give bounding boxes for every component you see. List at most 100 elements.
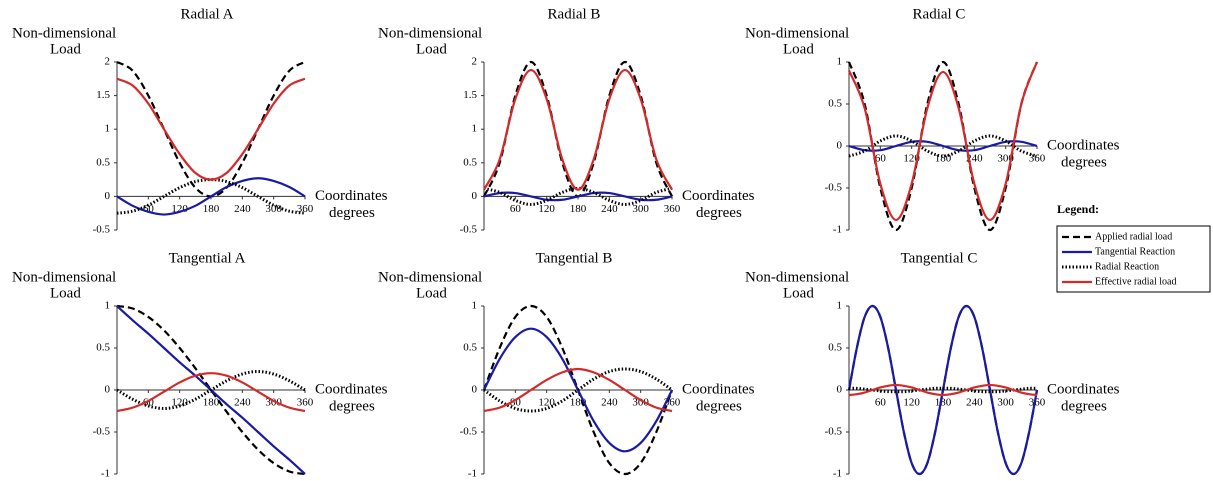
x-tick-label: 60 bbox=[875, 153, 887, 165]
y-tick-label: 1 bbox=[105, 300, 111, 312]
x-tick-label: 60 bbox=[143, 203, 155, 215]
y-axis-label: Non-dimensional bbox=[378, 269, 482, 285]
chart-title: Tangential C bbox=[901, 250, 978, 266]
x-tick-label: 360 bbox=[1029, 397, 1046, 409]
y-axis-label: Non-dimensional bbox=[745, 25, 849, 41]
x-tick-label: 240 bbox=[966, 397, 983, 409]
y-tick-label: 0.5 bbox=[463, 342, 477, 354]
y-tick-label: 1.5 bbox=[463, 89, 477, 101]
y-tick-label: -1 bbox=[833, 224, 842, 236]
legend-label: Tangential Reaction bbox=[1095, 246, 1175, 257]
x-axis-label: degrees bbox=[1061, 398, 1107, 414]
y-tick-label: 1 bbox=[472, 123, 478, 135]
y-tick-label: -0.5 bbox=[93, 426, 111, 438]
x-tick-label: 180 bbox=[570, 203, 587, 215]
x-tick-label: 360 bbox=[297, 203, 314, 215]
chart-title: Radial B bbox=[548, 6, 601, 22]
x-tick-label: 240 bbox=[234, 397, 251, 409]
series-line bbox=[483, 327, 673, 453]
y-axis-label: Non-dimensional bbox=[378, 25, 482, 41]
x-tick-label: 180 bbox=[935, 397, 952, 409]
y-tick-label: 1 bbox=[105, 123, 111, 135]
x-tick-label: 80 bbox=[510, 397, 522, 409]
y-tick-label: 2 bbox=[472, 56, 478, 68]
x-axis-label: Coordinates bbox=[682, 188, 755, 204]
y-axis-label: Load bbox=[783, 41, 814, 57]
y-tick-label: 1 bbox=[837, 300, 843, 312]
x-axis-label: Coordinates bbox=[315, 381, 388, 397]
legend-label: Applied radial load bbox=[1095, 231, 1172, 242]
x-tick-label: 240 bbox=[234, 203, 251, 215]
series-line bbox=[483, 60, 673, 198]
series-line bbox=[116, 61, 306, 198]
y-tick-label: 1.5 bbox=[96, 89, 110, 101]
y-tick-label: 2 bbox=[105, 56, 111, 68]
series-line bbox=[847, 60, 1039, 232]
x-tick-label: 180 bbox=[935, 153, 952, 165]
x-tick-label: 180 bbox=[203, 203, 220, 215]
series-line bbox=[847, 61, 1039, 222]
series-line bbox=[483, 367, 673, 413]
series-line bbox=[483, 191, 673, 202]
y-tick-label: -0.5 bbox=[825, 426, 843, 438]
x-axis-label: Coordinates bbox=[1047, 137, 1120, 153]
x-tick-label: 300 bbox=[997, 397, 1014, 409]
x-tick-label: 120 bbox=[903, 397, 920, 409]
series-line bbox=[483, 68, 673, 191]
y-tick-label: -1 bbox=[101, 468, 110, 480]
y-tick-label: 0.5 bbox=[96, 156, 110, 168]
x-tick-label: 360 bbox=[297, 397, 314, 409]
y-tick-label: -0.5 bbox=[460, 426, 478, 438]
series-line bbox=[116, 304, 306, 476]
legend-label: Effective radial load bbox=[1095, 276, 1176, 287]
y-axis-label: Load bbox=[50, 41, 81, 57]
x-axis-label: degrees bbox=[696, 205, 742, 221]
legend-title: Legend: bbox=[1057, 202, 1099, 216]
y-tick-label: -0.5 bbox=[93, 224, 111, 236]
y-tick-label: 1 bbox=[472, 300, 478, 312]
x-tick-label: 60 bbox=[875, 397, 887, 409]
x-axis-label: Coordinates bbox=[682, 381, 755, 397]
x-axis-label: degrees bbox=[1061, 154, 1107, 170]
y-axis-label: Load bbox=[416, 41, 447, 57]
series-line bbox=[116, 370, 306, 410]
y-tick-label: 0 bbox=[837, 384, 843, 396]
x-tick-label: 120 bbox=[538, 203, 555, 215]
x-axis-label: degrees bbox=[696, 398, 742, 414]
chart-title: Radial A bbox=[181, 6, 234, 22]
y-tick-label: 0 bbox=[837, 140, 843, 152]
y-tick-label: -0.5 bbox=[460, 224, 478, 236]
x-tick-label: 240 bbox=[601, 397, 618, 409]
y-axis-label: Load bbox=[416, 285, 447, 301]
y-tick-label: 0 bbox=[472, 190, 478, 202]
series-line bbox=[116, 372, 306, 413]
y-tick-label: 0.5 bbox=[828, 98, 842, 110]
x-tick-label: 240 bbox=[601, 203, 618, 215]
y-axis-label: Non-dimensional bbox=[12, 25, 116, 41]
series-line bbox=[848, 383, 1038, 397]
y-tick-label: 1 bbox=[837, 56, 843, 68]
y-axis-label: Load bbox=[50, 285, 81, 301]
y-axis-label: Load bbox=[783, 285, 814, 301]
chart-title: Radial C bbox=[913, 6, 966, 22]
series-line bbox=[116, 177, 306, 216]
y-tick-label: 0.5 bbox=[463, 156, 477, 168]
x-axis-label: degrees bbox=[329, 205, 375, 221]
x-tick-label: 180 bbox=[203, 397, 220, 409]
series-line bbox=[847, 304, 1039, 476]
y-tick-label: 0 bbox=[105, 190, 111, 202]
y-tick-label: -1 bbox=[468, 468, 477, 480]
chart-title: Tangential B bbox=[536, 250, 613, 266]
y-axis-label: Non-dimensional bbox=[745, 269, 849, 285]
legend-label: Radial Reaction bbox=[1095, 261, 1159, 272]
y-tick-label: 0 bbox=[105, 384, 111, 396]
x-tick-label: 300 bbox=[632, 397, 649, 409]
series-line bbox=[116, 178, 306, 215]
chart-title: Tangential A bbox=[169, 250, 246, 266]
x-axis-label: Coordinates bbox=[315, 188, 388, 204]
y-tick-label: 0.5 bbox=[828, 342, 842, 354]
y-tick-label: -0.5 bbox=[825, 182, 843, 194]
x-axis-label: degrees bbox=[329, 398, 375, 414]
x-tick-label: 300 bbox=[632, 203, 649, 215]
